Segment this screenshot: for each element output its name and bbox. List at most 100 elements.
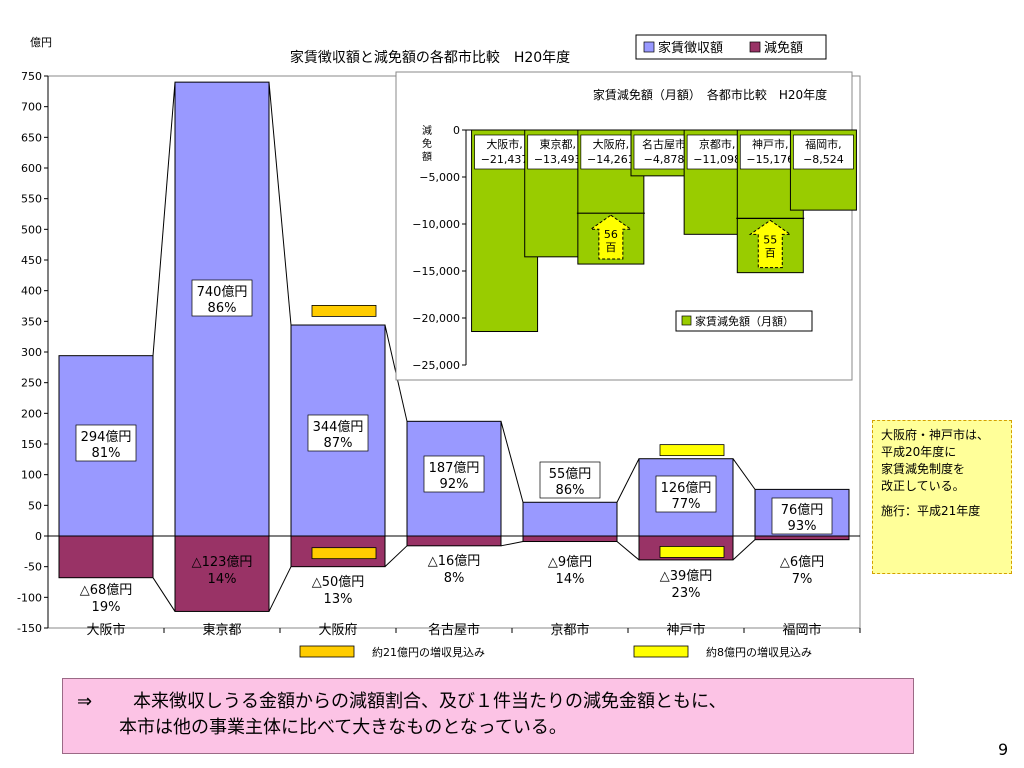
collection-label-box [655,475,717,513]
inset-chart: 家賃減免額（月額） 各都市比較 H20年度 0 −5,000 −10,000 −15,0… [395,71,857,381]
x-tick-label: 名古屋市 [428,622,480,638]
data-label-name: 神戸市, [752,137,789,151]
note-line: 家賃減免制度を [881,462,966,476]
reduction-amount-label: △9億円 [548,554,592,570]
y-axis-unit: 億円 [30,36,52,49]
summary-line-1: ⇒ 本来徴収しうる金額からの減額割合、及び１件当たりの減免金額ともに、 [77,689,899,715]
inset-y-tick-label: 0 [453,124,460,137]
legend-box [635,34,827,60]
y-tick-label: 250 [21,377,42,390]
footer-legend-swatch [299,645,355,658]
note-effective-year: 施行：平成21年度 [881,504,981,518]
reduction-amount-label: △16億円 [428,553,481,569]
collection-pct-label: 77% [672,497,701,512]
data-label-name: 大阪府, [593,137,630,151]
collection-label-box [307,414,369,452]
x-tick-label: 東京都 [202,622,241,638]
y-tick-label: 550 [21,193,42,206]
collection-label-box [191,279,253,317]
data-label-value: −11,098 [693,153,741,166]
legend-swatch [643,41,655,53]
inset-y-tick-label: −20,000 [412,312,460,325]
reduction-pct-label: 14% [556,572,585,587]
data-label-name: 大阪市, [486,137,523,151]
y-tick-label: 50 [28,499,42,512]
reduction-amount-label: △68億円 [80,582,133,598]
y-tick-label: 650 [21,131,42,144]
page-number: 9 [998,740,1009,759]
improvement-value: 55 [763,233,777,246]
series-connector [500,421,524,503]
increase-marker [311,305,377,317]
collection-pct-label: 86% [208,301,237,316]
collection-pct-label: 81% [92,446,121,461]
y-tick-label: 150 [21,438,42,451]
reduction-pct-label: 19% [92,600,121,615]
reduction-amount-label: △50億円 [312,574,365,590]
reduction-pct-label: 13% [324,592,353,607]
reduction-pct-label: 14% [208,572,237,587]
reduction-bar [754,535,850,541]
series-connector [616,541,640,561]
collection-amount-label: 294億円 [81,429,132,445]
reform-note: 大阪府・神戸市は、 平成20年度に 家賃減免制度を 改正している。 施行：平成2… [872,420,1012,574]
y-tick-label: 400 [21,285,42,298]
summary-text-1: 本来徴収しうる金額からの減額割合、及び１件当たりの減免金額ともに、 [133,691,727,712]
series-connector [500,541,524,547]
increase-marker [311,547,377,560]
note-line: 平成20年度に [881,445,957,459]
arrow-icon: ⇒ [77,691,93,712]
collection-amount-label: 76億円 [781,502,824,518]
collection-amount-label: 55億円 [549,466,592,482]
y-tick-label: 600 [21,162,42,175]
data-label-value: −13,493 [534,153,582,166]
collection-pct-label: 87% [324,436,353,451]
reduction-bar [174,535,270,612]
collection-label-box [75,424,137,462]
note-line: 大阪府・神戸市は、 [881,428,990,442]
reduction-bar [58,535,154,579]
x-tick-label: 神戸市 [666,622,705,638]
series-connector [616,458,640,503]
series-connector [152,82,176,356]
improvement-unit: 百 [605,241,616,254]
x-tick-label: 大阪市 [86,622,125,638]
footer-legend-label: 約8億円の増収見込み [706,645,812,659]
y-tick-label: 300 [21,346,42,359]
data-label-name: 福岡市, [805,137,842,151]
y-tick-label: 100 [21,469,42,482]
footer-legend-label: 約21億円の増収見込み [372,645,485,659]
collection-amount-label: 126億円 [661,480,712,496]
summary-box: ⇒ 本来徴収しうる金額からの減額割合、及び１件当たりの減免金額ともに、 本市は他の… [62,678,914,754]
collection-pct-label: 93% [788,519,817,534]
x-tick-label: 大阪府 [318,623,357,638]
collection-amount-label: 344億円 [313,419,364,435]
data-label-value: −4,878 [644,153,685,166]
up-arrow-icon [748,219,792,269]
data-label-name: 東京都, [539,137,576,151]
data-label-name: 名古屋市 [642,137,686,151]
collection-label-box [539,461,601,499]
reduction-amount-label: △39億円 [660,568,713,584]
reduction-pct-label: 8% [444,571,465,586]
y-tick-label: -100 [17,591,42,604]
data-label-name: 京都市, [699,137,736,151]
series-connector [152,577,176,612]
series-connector [732,458,756,490]
collection-amount-label: 740億円 [197,284,248,300]
reduction-pct-label: 23% [672,586,701,601]
data-label-value: −8,524 [803,153,844,166]
reduction-bar [406,535,502,547]
increase-marker [659,546,725,558]
improvement-value: 56 [604,228,618,241]
y-tick-label: -50 [24,561,42,574]
x-tick-label: 福岡市 [782,622,821,638]
footer-legend-swatch [633,645,689,658]
series-connector [732,539,756,561]
inset-y-tick-label: −5,000 [419,171,460,184]
series-connector [268,82,292,326]
summary-text-2: 本市は他の事業主体に比べて大きなものとなっている。 [119,717,567,738]
improvement-unit: 百 [765,246,776,259]
collection-amount-label: 187億円 [429,460,480,476]
up-arrow-icon [589,214,633,260]
